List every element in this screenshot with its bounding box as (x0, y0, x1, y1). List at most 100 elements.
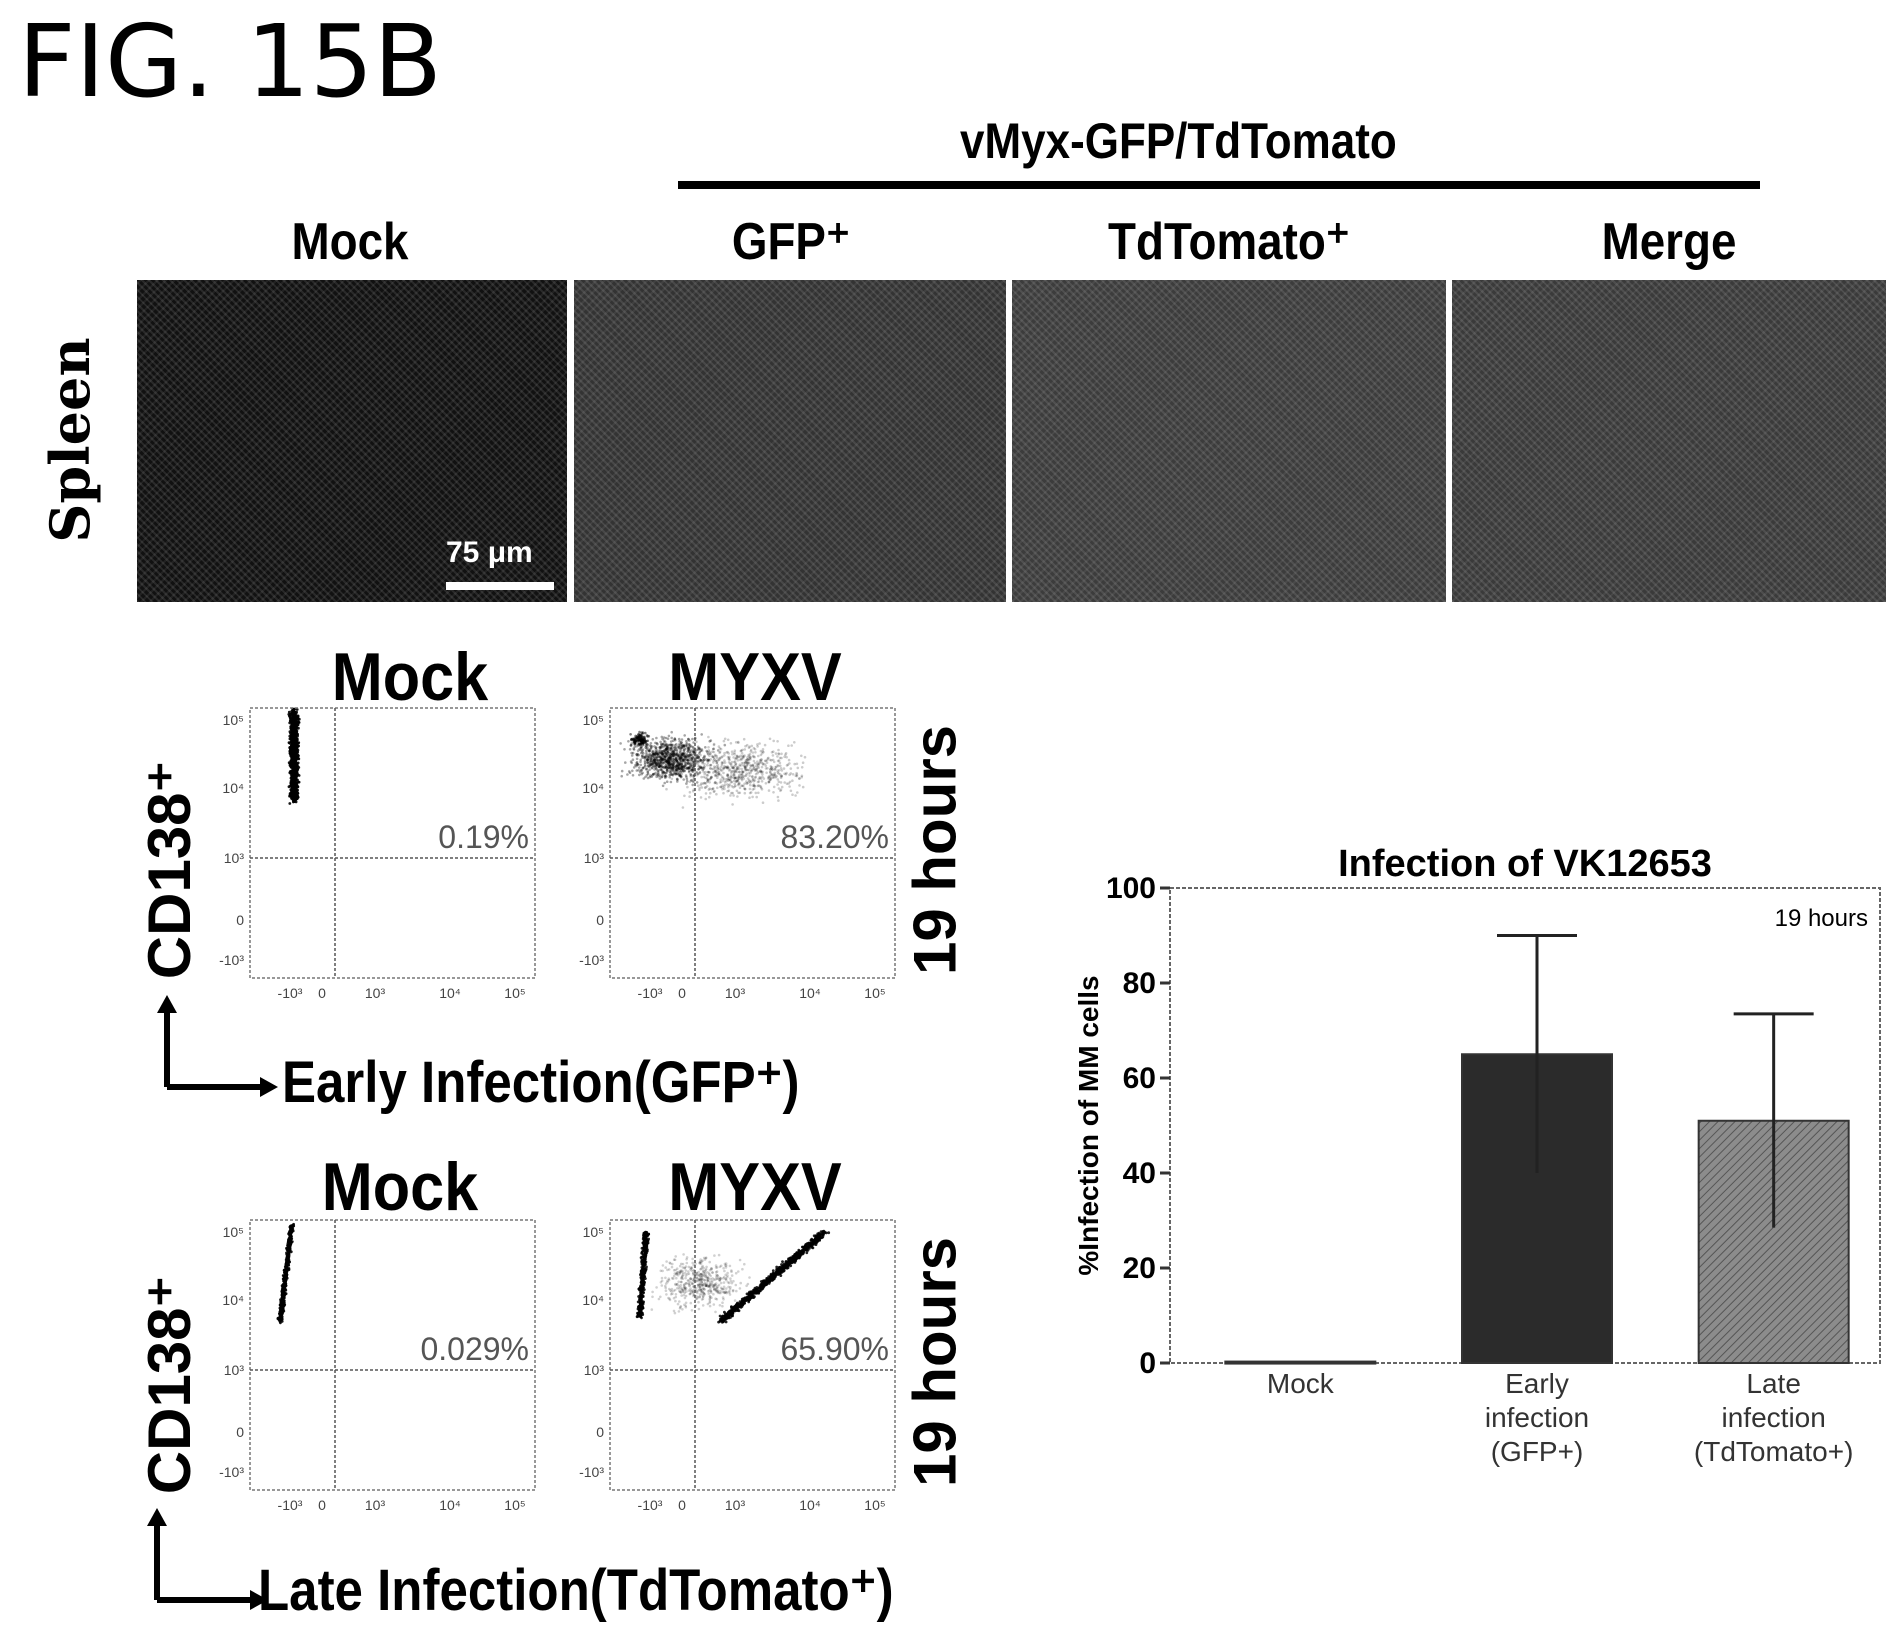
fc-early-myxv-svg: 10⁵ 10⁴ 10³ 0 -10³ -10³ 0 10³ 10⁴ 10⁵ 83.20% (579, 707, 896, 1001)
chart-category-label: Mock (1267, 1368, 1335, 1399)
row-label-spleen: Spleen (38, 337, 102, 543)
fc-late-mock-xtick: 10⁵ (504, 1497, 525, 1513)
fc-late-myxv-ytick: -10³ (579, 1464, 604, 1480)
microscopy-image-mock (137, 280, 567, 602)
fc-late-mock-xtick: -10³ (278, 1497, 303, 1513)
fc-late-mock-xtick: 0 (318, 1497, 326, 1513)
fc-late-myxv-xtick: 10⁵ (864, 1497, 885, 1513)
fc-early-mock-svg: 10⁵ 10⁴ 10³ 0 -10³ -10³ 0 10³ 10⁴ 10⁵ 0.19% (219, 707, 536, 1001)
chart-bar (1224, 1360, 1377, 1365)
fc-early-mock-frame (249, 707, 536, 979)
micro-col-label-mock: Mock (291, 213, 409, 271)
fc-early-myxv-ytick: 10⁴ (582, 780, 604, 796)
fc-late-mock-ytick: 0 (236, 1424, 244, 1440)
fc-early-mock-xtick: 10³ (365, 985, 386, 1001)
fc-late-myxv-svg: 10⁵ 10⁴ 10³ 0 -10³ -10³ 0 10³ 10⁴ 10⁵ 65.90% (579, 1219, 896, 1513)
fc-late-myxv-ytick: 10³ (584, 1362, 605, 1378)
fc-time-label-late: 19 hours (901, 1236, 969, 1488)
fc-early-mock-dots (287, 707, 301, 805)
fc-late-myxv-xtick: 0 (678, 1497, 686, 1513)
chart-category-label: (GFP+) (1491, 1436, 1584, 1467)
bar-chart: Infection of VK12653 19 hours %Infection o… (1073, 843, 1881, 1467)
chart-ytick-label: 20 (1123, 1252, 1156, 1285)
fc-late-mock-xtick: 10³ (365, 1497, 386, 1513)
fc-late-mock-percent: 0.029% (420, 1331, 529, 1367)
fc-early-myxv-ytick: -10³ (579, 952, 604, 968)
chart-category-label: infection (1722, 1402, 1826, 1433)
fc-title-late-myxv: MYXV (668, 1149, 842, 1225)
fc-early-mock-xtick: -10³ (278, 985, 303, 1001)
fc-late-mock-ytick: -10³ (219, 1464, 244, 1480)
chart-ytick-label: 60 (1123, 1062, 1156, 1095)
chart-category-label: infection (1485, 1402, 1589, 1433)
fc-early-mock-ytick: -10³ (219, 952, 244, 968)
fc-late-myxv-xtick: -10³ (638, 1497, 663, 1513)
chart-ytick-label: 0 (1139, 1347, 1156, 1380)
fc-late-myxv-xtick: 10⁴ (799, 1497, 821, 1513)
chart-category-label: Late (1746, 1368, 1801, 1399)
fc-early-myxv-xtick: 0 (678, 985, 686, 1001)
flow-plot-early-myxv: 10⁵ 10⁴ 10³ 0 -10³ -10³ 0 10³ 10⁴ 10⁵ 83.20% (550, 700, 910, 1020)
fc-early-mock-ytick: 0 (236, 912, 244, 928)
fc-late-mock-frame (249, 1219, 536, 1491)
fc-early-mock-xtick: 10⁵ (504, 985, 525, 1001)
fc-title-early-myxv: MYXV (668, 639, 842, 715)
fc-early-myxv-xtick: 10³ (725, 985, 746, 1001)
fc-title-early-mock: Mock (331, 639, 489, 715)
axis-arrow-late (147, 1508, 268, 1610)
chart-category-label: Early (1505, 1368, 1569, 1399)
virus-label: vMyx-GFP/TdTomato (960, 113, 1397, 169)
flow-plot-early-mock: 10⁵ 10⁴ 10³ 0 -10³ -10³ 0 10³ 10⁴ 10⁵ 0.19% (190, 700, 550, 1020)
microscopy-image-merge (1452, 280, 1886, 602)
fc-late-mock-svg: 10⁵ 10⁴ 10³ 0 -10³ -10³ 0 10³ 10⁴ 10⁵ 0.029% (219, 1219, 536, 1513)
chart-annotation: 19 hours (1775, 905, 1868, 932)
micro-col-label-merge: Merge (1601, 213, 1737, 271)
fc-title-late-mock: Mock (321, 1149, 479, 1225)
chart-ylabel: %Infection of MM cells (1073, 975, 1104, 1275)
fc-late-mock-ytick: 10³ (224, 1362, 245, 1378)
chart-ytick-label: 80 (1123, 967, 1156, 1000)
fc-late-mock-dots (276, 1222, 296, 1325)
scale-bar-label: 75 μm (446, 536, 533, 569)
fc-time-label-early: 19 hours (901, 724, 969, 976)
fc-early-myxv-dots (619, 730, 807, 809)
fc-early-mock-percent: 0.19% (438, 819, 529, 855)
micro-col-label-tdtomato: TdTomato⁺ (1108, 213, 1350, 271)
micro-col-label-gfp: GFP⁺ (731, 213, 851, 271)
chart-title: Infection of VK12653 (1338, 843, 1712, 885)
fc-xlabel-late: Late Infection(TdTomato⁺) (258, 1558, 894, 1623)
fc-early-mock-xtick: 0 (318, 985, 326, 1001)
chart-category-label: (TdTomato+) (1694, 1436, 1854, 1467)
fc-early-myxv-percent: 83.20% (780, 819, 889, 855)
fc-early-mock-ytick: 10⁵ (223, 712, 244, 728)
scale-bar (446, 582, 554, 590)
fc-early-mock-ytick: 10³ (224, 850, 245, 866)
chart-ytick-label: 100 (1106, 872, 1156, 905)
fc-late-mock-xtick: 10⁴ (439, 1497, 461, 1513)
fc-late-mock-ytick: 10⁴ (222, 1292, 244, 1308)
fc-early-myxv-xtick: 10⁵ (864, 985, 885, 1001)
microscopy-image-tdtomato (1012, 280, 1446, 602)
fc-late-myxv-percent: 65.90% (780, 1331, 889, 1367)
flow-plot-late-myxv: 10⁵ 10⁴ 10³ 0 -10³ -10³ 0 10³ 10⁴ 10⁵ 65.90% (550, 1212, 910, 1532)
fc-late-myxv-ytick: 10⁵ (583, 1224, 604, 1240)
virus-bracket-line (678, 181, 1760, 189)
fc-early-myxv-xtick: 10⁴ (799, 985, 821, 1001)
fc-late-myxv-dots (635, 1229, 831, 1324)
fc-late-mock-ytick: 10⁵ (223, 1224, 244, 1240)
figure-title: FIG. 15B (18, 3, 442, 120)
fc-early-myxv-ytick: 10³ (584, 850, 605, 866)
flow-plot-late-mock: 10⁵ 10⁴ 10³ 0 -10³ -10³ 0 10³ 10⁴ 10⁵ 0.029% (190, 1212, 550, 1532)
fc-xlabel-early: Early Infection(GFP⁺) (282, 1050, 800, 1115)
fc-early-mock-xtick: 10⁴ (439, 985, 461, 1001)
fc-late-myxv-ytick: 0 (596, 1424, 604, 1440)
chart-ytick-label: 40 (1123, 1157, 1156, 1190)
fc-late-myxv-xtick: 10³ (725, 1497, 746, 1513)
microscopy-image-gfp (574, 280, 1006, 602)
fc-early-mock-ytick: 10⁴ (222, 780, 244, 796)
fc-early-myxv-ytick: 10⁵ (583, 712, 604, 728)
fc-late-myxv-frame (609, 1219, 896, 1491)
fc-early-myxv-frame (609, 707, 896, 979)
fc-early-myxv-ytick: 0 (596, 912, 604, 928)
fc-early-myxv-xtick: -10³ (638, 985, 663, 1001)
